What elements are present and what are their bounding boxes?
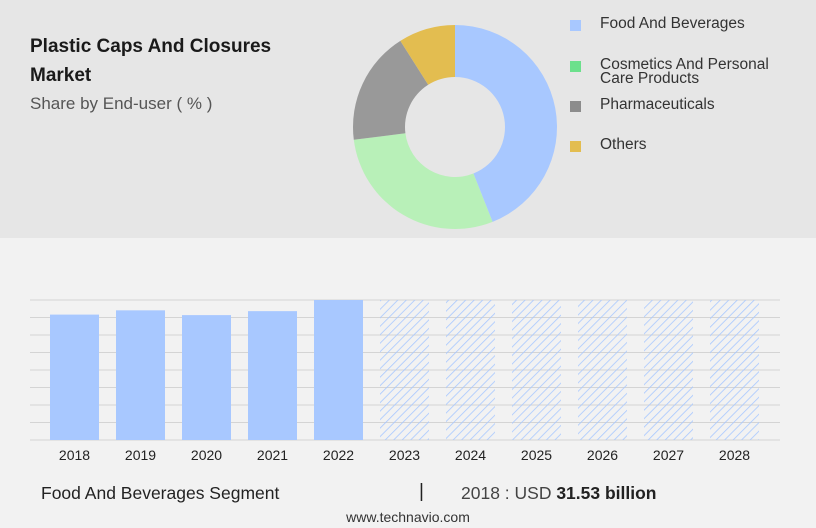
forecast-bar-2023 [380, 300, 429, 440]
footer-website: www.technavio.com [346, 509, 470, 525]
forecast-bar-2024 [446, 300, 495, 440]
x-tick-label: 2028 [719, 447, 750, 463]
forecast-bar-2026 [578, 300, 627, 440]
footer-value: 31.53 billion [556, 483, 657, 503]
donut-slice-others [400, 25, 455, 85]
forecast-bar-2028 [710, 300, 759, 440]
donut-slice-cosmetics [353, 133, 493, 230]
x-tick-label: 2026 [587, 447, 618, 463]
footer-year-value: 2018 : USD 31.53 billion [461, 483, 657, 504]
footer-segment-label: Food And Beverages Segment [41, 483, 280, 503]
chart-title: Plastic Caps And Closures Market [30, 36, 272, 86]
x-tick-label: 2024 [455, 447, 486, 463]
bar-2019 [116, 310, 165, 440]
bar-chart: 2018 2019 2020 2021 2022 2023 2024 2025 2026 2027… [30, 299, 780, 463]
legend-label: Food And Beverages [600, 15, 745, 32]
bar-2020 [182, 315, 231, 440]
legend-label: Pharmaceuticals [600, 96, 715, 113]
donut-slice-food [455, 25, 557, 222]
footer-divider: | [419, 481, 424, 502]
x-tick-label: 2021 [257, 447, 288, 463]
forecast-bar-2027 [644, 300, 693, 440]
legend-swatch [570, 20, 581, 31]
x-tick-label: 2020 [191, 447, 222, 463]
bar-2021 [248, 311, 297, 440]
donut-slice-pharma [353, 40, 429, 140]
x-tick-label: 2025 [521, 447, 552, 463]
x-tick-label: 2023 [389, 447, 420, 463]
x-tick-label: 2018 [59, 447, 90, 463]
legend-swatch [570, 141, 581, 152]
chart-subtitle: Share by End-user ( % ) [30, 94, 213, 113]
legend-swatch [570, 101, 581, 112]
x-tick-label: 2027 [653, 447, 684, 463]
footer-year-label: 2018 : USD [461, 483, 557, 503]
forecast-bar-2025 [512, 300, 561, 440]
donut-chart [353, 25, 557, 230]
legend-swatch [570, 61, 581, 72]
legend-label: Cosmetics And Personal Care Products [600, 56, 769, 87]
bar-2022 [314, 300, 363, 440]
x-tick-label: 2019 [125, 447, 156, 463]
legend-label: Others [600, 136, 647, 153]
bar-2018 [50, 314, 99, 440]
x-tick-label: 2022 [323, 447, 354, 463]
